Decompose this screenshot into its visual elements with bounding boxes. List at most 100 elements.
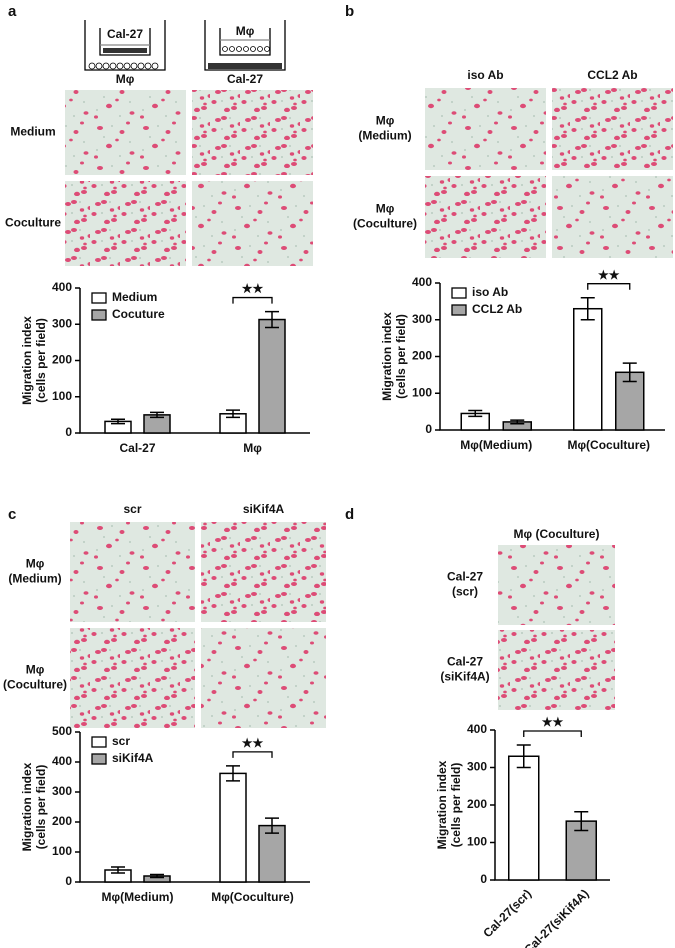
schematic-label: Cal-27 <box>107 27 143 41</box>
y-tick-label: 200 <box>52 814 72 828</box>
error-bar <box>574 811 589 832</box>
y-tick-label: 0 <box>65 874 72 888</box>
row-label: Mφ <box>376 202 395 216</box>
legend-swatch <box>91 736 107 748</box>
x-tick-label: Mφ(Medium) <box>460 438 532 452</box>
micrograph <box>201 628 326 728</box>
bar <box>219 772 247 883</box>
row-label: Medium <box>10 125 55 139</box>
micrograph <box>65 90 186 175</box>
y-axis-label: Migration index <box>20 316 34 405</box>
micrograph <box>552 176 673 258</box>
schematic-label: Mφ <box>116 72 135 86</box>
legend-label: siKif4A <box>112 751 154 765</box>
error-bar <box>580 296 595 321</box>
micrograph <box>192 181 313 266</box>
error-bar <box>265 310 279 329</box>
x-tick-label: Mφ <box>243 441 262 455</box>
legend-swatch <box>91 292 107 304</box>
panel-label: b <box>345 3 354 20</box>
column-label: siKif4A <box>243 502 285 516</box>
row-label: (scr) <box>452 585 478 599</box>
bar <box>258 824 286 883</box>
row-label: (Medium) <box>358 129 411 143</box>
x-tick-label: Mφ(Coculture) <box>567 438 650 452</box>
schematic <box>84 20 286 71</box>
y-tick-label: 0 <box>480 872 487 886</box>
row-label: Mφ <box>26 557 45 571</box>
column-label: scr <box>123 502 141 516</box>
x-tick-label: Cal-27(scr) <box>480 886 534 940</box>
legend-label: iso Ab <box>472 285 508 299</box>
row-label: (siKif4A) <box>440 670 489 684</box>
y-tick-label: 100 <box>52 844 72 858</box>
micrograph <box>425 176 546 258</box>
micrograph <box>192 90 313 175</box>
x-tick-label: Mφ(Coculture) <box>211 890 294 904</box>
y-tick-label: 300 <box>412 312 432 326</box>
row-label: Cal-27 <box>447 655 483 669</box>
y-axis-label: (cells per field) <box>34 765 48 850</box>
schematic-label: Mφ <box>236 24 255 38</box>
y-tick-label: 300 <box>52 316 72 330</box>
error-bar <box>111 866 125 874</box>
significance-label: ★★ <box>542 715 564 729</box>
error-bar <box>622 362 637 383</box>
panel-label: a <box>8 3 17 20</box>
bar <box>508 755 540 881</box>
legend-label: Medium <box>112 290 157 304</box>
panel-label: c <box>8 506 16 523</box>
y-axis-label: (cells per field) <box>34 318 48 403</box>
y-tick-label: 100 <box>412 385 432 399</box>
error-bar <box>265 817 279 834</box>
y-tick-label: 400 <box>467 722 487 736</box>
y-tick-label: 400 <box>412 275 432 289</box>
y-tick-label: 200 <box>52 353 72 367</box>
significance-label: ★★ <box>598 268 620 282</box>
micrograph <box>70 628 195 728</box>
significance-bracket <box>232 296 273 304</box>
y-tick-label: 400 <box>52 280 72 294</box>
x-tick-label: Mφ(Medium) <box>102 890 174 904</box>
y-axis-label: Migration index <box>435 760 449 849</box>
micrograph <box>201 522 326 622</box>
y-tick-label: 0 <box>425 422 432 436</box>
error-bar <box>510 419 525 425</box>
micrograph <box>498 630 615 710</box>
micrograph <box>552 88 673 170</box>
row-label: Coculture <box>5 216 61 230</box>
significance-label: ★★ <box>242 736 264 750</box>
y-axis-label: (cells per field) <box>449 763 463 848</box>
column-label: Mφ (Coculture) <box>514 527 600 541</box>
micrograph <box>70 522 195 622</box>
y-axis-label: Migration index <box>20 762 34 851</box>
y-tick-label: 300 <box>467 760 487 774</box>
y-tick-label: 400 <box>52 754 72 768</box>
legend-swatch <box>91 309 107 321</box>
row-label: (Coculture) <box>353 217 417 231</box>
significance-label: ★★ <box>242 282 264 296</box>
y-tick-label: 100 <box>467 835 487 849</box>
bar <box>573 307 603 431</box>
significance-bracket <box>523 730 582 737</box>
y-axis-label: Migration index <box>380 312 394 401</box>
y-tick-label: 100 <box>52 389 72 403</box>
legend-swatch <box>451 287 467 299</box>
error-bar <box>150 873 164 879</box>
legend-label: scr <box>112 734 130 748</box>
legend-label: Cocuture <box>112 307 165 321</box>
error-bar <box>468 409 483 418</box>
error-bar <box>226 409 240 419</box>
x-tick-label: Cal-27 <box>119 441 155 455</box>
error-bar <box>226 765 240 782</box>
micrograph <box>498 545 615 625</box>
micrograph <box>65 181 186 266</box>
significance-bracket <box>587 283 631 290</box>
row-label: (Coculture) <box>3 678 67 692</box>
y-tick-label: 500 <box>52 724 72 738</box>
micrograph <box>425 88 546 170</box>
significance-bracket <box>232 751 273 758</box>
error-bar <box>150 411 164 419</box>
row-label: Mφ <box>376 114 395 128</box>
legend-label: CCL2 Ab <box>472 302 522 316</box>
